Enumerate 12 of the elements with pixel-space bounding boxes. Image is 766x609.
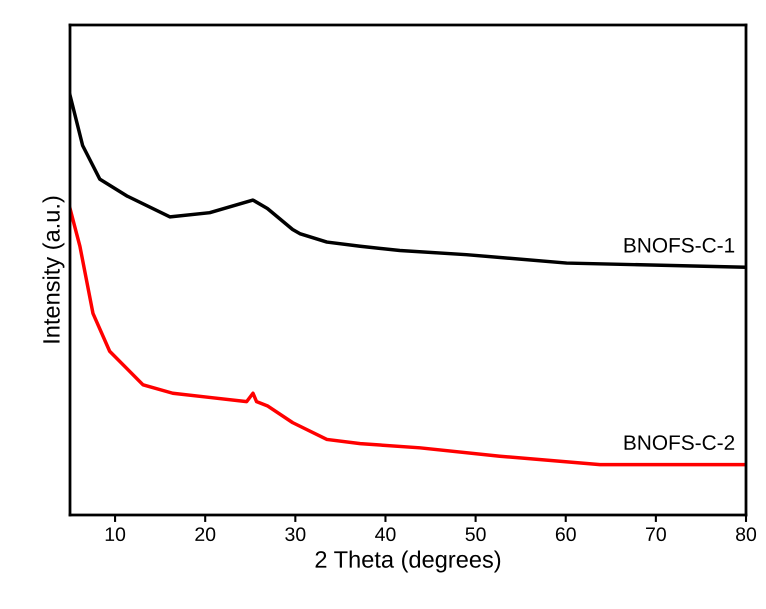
x-tick-label: 70 — [646, 527, 666, 542]
x-tick-label: 80 — [736, 527, 756, 542]
series-label: BNOFS-C-1 — [624, 238, 734, 253]
y-axis-title: Intensity (a.u.) — [42, 196, 64, 343]
x-tick-label: 40 — [375, 527, 396, 542]
series-label: BNOFS-C-2 — [624, 435, 734, 450]
x-tick-label: 10 — [106, 527, 126, 542]
x-tick-label: 60 — [556, 527, 576, 542]
x-tick-label: 20 — [195, 527, 216, 542]
x-axis-title: 2 Theta (degrees) — [316, 550, 500, 572]
x-tick-label: 50 — [466, 527, 486, 542]
x-tick-label: 30 — [285, 527, 306, 542]
